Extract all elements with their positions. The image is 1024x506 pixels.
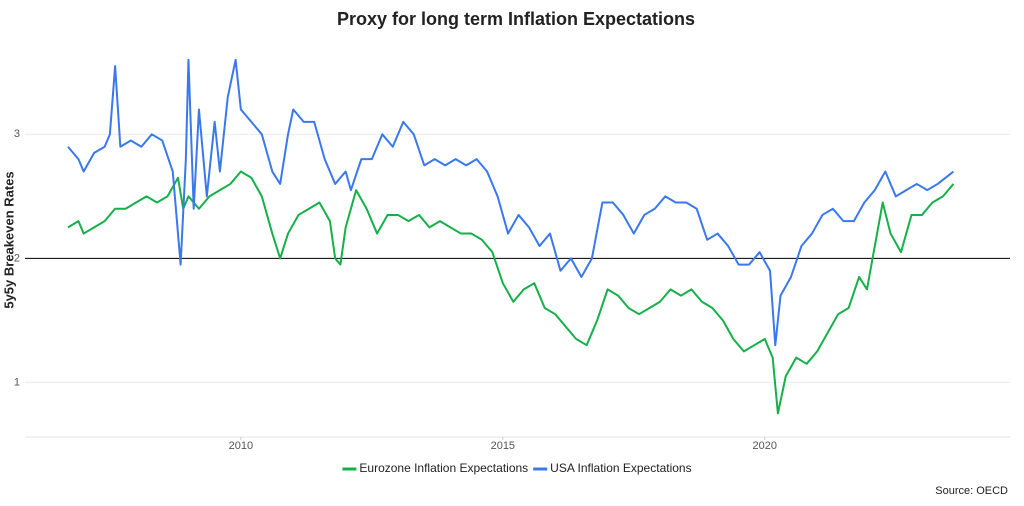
y-tick-label: 3 xyxy=(14,128,20,140)
x-tick-label: 2020 xyxy=(753,440,777,452)
x-tick-label: 2010 xyxy=(229,440,253,452)
series-line xyxy=(67,170,955,415)
x-tick-label: 2015 xyxy=(491,440,515,452)
y-tick-label: 2 xyxy=(14,252,20,264)
legend-label: USA Inflation Expectations xyxy=(550,461,691,475)
caption: Source: OECD xyxy=(935,485,1008,497)
legend-label: Eurozone Inflation Expectations xyxy=(359,461,528,475)
y-tick-label: 1 xyxy=(14,376,20,388)
chart-title: Proxy for long term Inflation Expectatio… xyxy=(337,9,695,29)
y-axis-label: 5y5y Breakeven Rates xyxy=(1,171,16,308)
series-line xyxy=(67,58,955,347)
